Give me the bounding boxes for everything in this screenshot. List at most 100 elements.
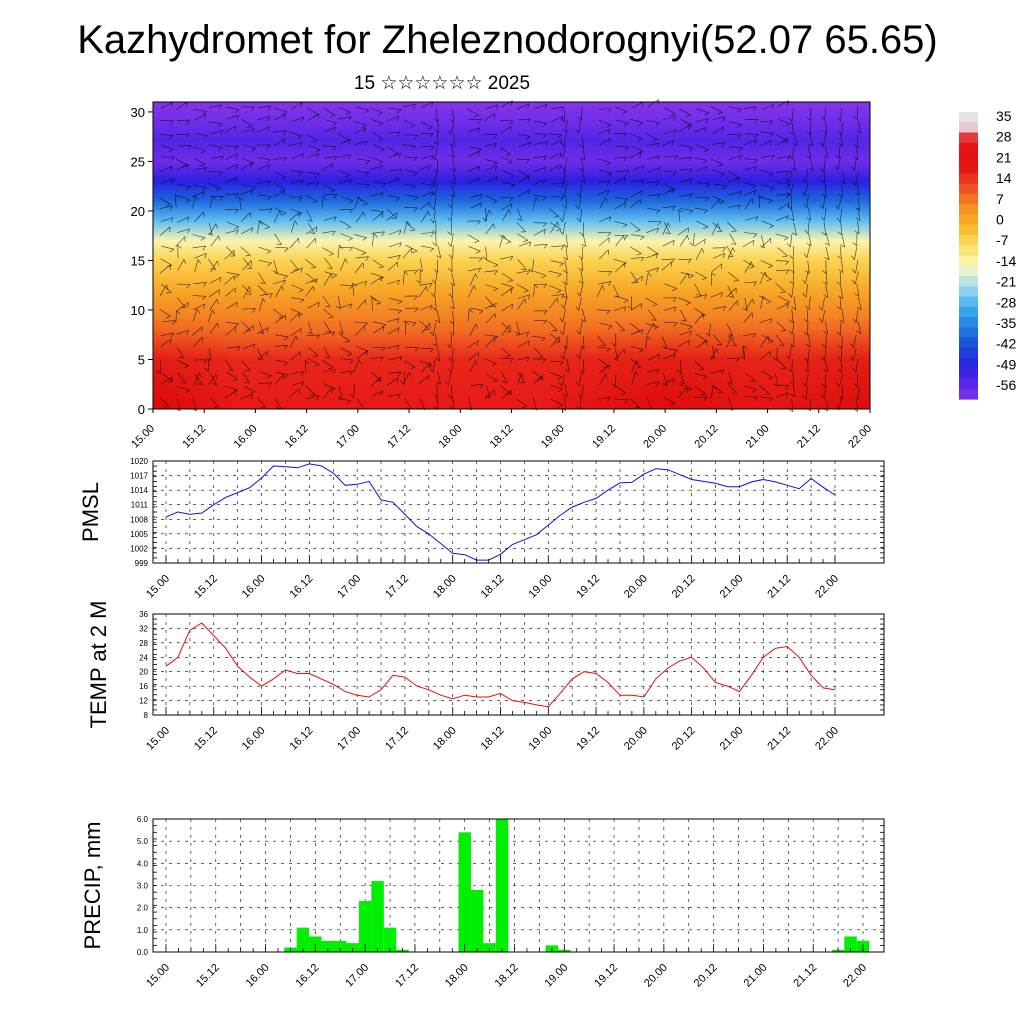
colorbar-swatch xyxy=(959,183,978,195)
wind-barb-flag xyxy=(473,115,479,118)
wind-barb xyxy=(257,221,260,234)
wind-barb-flag xyxy=(835,204,839,210)
wind-barb-flag xyxy=(397,255,401,260)
wind-barb-flag xyxy=(719,201,725,204)
wind-barb-flag xyxy=(802,178,806,183)
wind-barb xyxy=(809,133,813,147)
wind-barb xyxy=(548,207,559,217)
wind-barb xyxy=(793,133,798,146)
wind-barb xyxy=(389,298,402,302)
wind-barb-flag xyxy=(606,310,611,315)
wind-barb-flag xyxy=(220,130,224,136)
wind-barb-flag xyxy=(623,299,629,303)
wind-barb xyxy=(321,331,335,335)
wind-barb-flag xyxy=(202,245,206,251)
wind-barb-flag xyxy=(227,369,233,371)
wind-barb xyxy=(371,297,373,311)
wind-barb-flag xyxy=(556,229,562,232)
wind-barb xyxy=(435,232,437,246)
wind-barb-flag xyxy=(838,269,844,273)
wind-barb-flag xyxy=(407,221,411,226)
wind-barb-flag xyxy=(560,355,565,360)
wind-barb-flag xyxy=(623,133,627,138)
wind-barb xyxy=(226,372,239,380)
colorbar-label: 21 xyxy=(996,149,1012,165)
wind-barb-flag xyxy=(165,316,171,318)
wind-barb xyxy=(467,176,480,185)
wind-barb xyxy=(805,373,809,387)
wind-barb-flag xyxy=(339,244,343,250)
wind-barb xyxy=(451,195,454,209)
wind-barb xyxy=(726,287,737,298)
wind-barb-flag xyxy=(821,356,825,361)
precip-bar xyxy=(844,936,857,952)
wind-barb xyxy=(581,134,584,148)
wind-barb-flag xyxy=(365,160,370,165)
x-tick-label: 20.12 xyxy=(692,962,720,990)
wind-barb-flag xyxy=(493,288,498,292)
wind-barb-flag xyxy=(623,199,629,203)
wind-barb xyxy=(485,104,499,109)
wind-barb xyxy=(761,104,774,110)
series-line xyxy=(165,622,836,708)
wind-barb-flag xyxy=(528,340,530,346)
wind-barb-flag xyxy=(333,126,336,132)
wind-barb-flag xyxy=(429,348,434,353)
precip-bar xyxy=(458,832,471,952)
wind-barb xyxy=(744,198,753,210)
wind-barb-flag xyxy=(395,197,401,202)
wind-barb xyxy=(598,158,611,163)
wind-barb xyxy=(483,133,498,135)
wind-barb xyxy=(225,326,236,336)
wind-barb-flag xyxy=(803,203,808,208)
wind-barb-flag xyxy=(212,195,216,200)
wind-barb xyxy=(855,260,859,274)
wind-barb xyxy=(371,376,381,387)
wind-barb xyxy=(337,133,350,141)
wind-barb xyxy=(243,258,253,269)
wind-barb xyxy=(856,283,860,297)
wind-barb xyxy=(192,308,198,322)
wind-barb-flag xyxy=(505,355,511,357)
wind-barb-flag xyxy=(688,147,694,152)
wind-barb-flag xyxy=(641,276,643,282)
wind-barb-flag xyxy=(754,396,759,401)
wind-barb-flag xyxy=(721,142,725,148)
wind-barb xyxy=(729,146,743,148)
wind-barb xyxy=(210,373,218,385)
wind-barb xyxy=(387,194,401,199)
wind-barb-flag xyxy=(251,227,253,233)
wind-barb-field xyxy=(156,99,862,413)
wind-barb-flag xyxy=(298,196,303,201)
wind-barb-flag xyxy=(408,372,412,378)
wind-barb-flag xyxy=(736,300,739,306)
wind-barb xyxy=(434,172,437,186)
wind-barb-flag xyxy=(561,304,565,309)
wind-barb-flag xyxy=(478,257,483,262)
wind-barb xyxy=(579,321,583,335)
wind-barb xyxy=(534,347,544,358)
wind-barb-flag xyxy=(579,369,585,374)
colorbar-swatch xyxy=(959,337,978,349)
wind-barb xyxy=(208,289,220,298)
wind-barb xyxy=(209,397,219,408)
wind-barb-flag xyxy=(786,137,788,144)
wind-barb-flag xyxy=(171,178,174,184)
wind-barb-flag xyxy=(449,154,455,158)
wind-barb xyxy=(451,272,455,286)
wind-barb xyxy=(759,120,773,123)
wind-barb xyxy=(467,127,480,133)
wind-barb xyxy=(533,194,547,198)
wind-barb xyxy=(550,260,564,264)
wind-barb-flag xyxy=(669,189,675,192)
wind-barb xyxy=(598,281,611,285)
wind-barb-flag xyxy=(705,183,711,188)
colorbar-label: -14 xyxy=(996,253,1016,269)
wind-barb-flag xyxy=(364,140,368,146)
x-tick-label: 20.00 xyxy=(622,725,650,753)
wind-barb xyxy=(678,209,681,223)
warm-anomaly-overlay xyxy=(153,102,870,409)
wind-barb xyxy=(792,271,795,285)
colorbar-swatch xyxy=(959,306,978,318)
